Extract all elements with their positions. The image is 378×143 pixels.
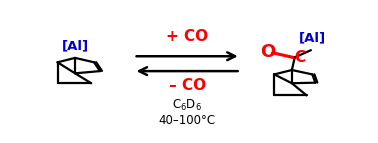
Text: C$_6$D$_6$: C$_6$D$_6$ [172, 98, 202, 113]
Text: 40–100°C: 40–100°C [159, 114, 216, 127]
Text: [Al]: [Al] [62, 39, 89, 52]
Text: [Al]: [Al] [299, 32, 326, 45]
Text: C: C [294, 50, 305, 65]
Text: O: O [260, 43, 275, 61]
Text: – CO: – CO [169, 78, 206, 93]
Text: + CO: + CO [166, 29, 208, 44]
